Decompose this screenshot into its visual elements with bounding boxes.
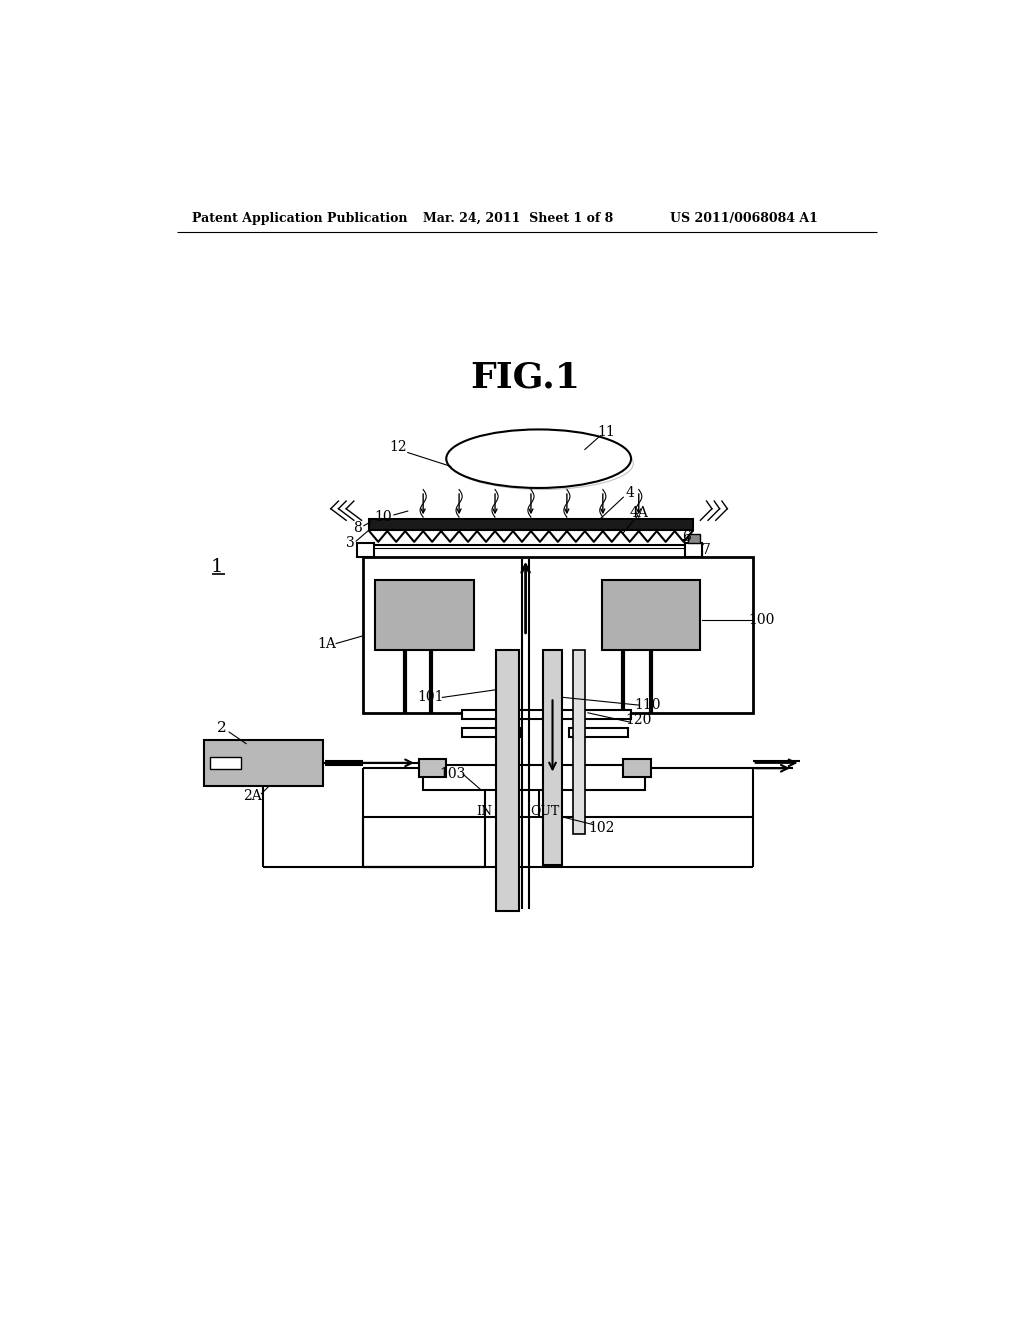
Text: IN: IN [477, 805, 493, 818]
Text: Mar. 24, 2011  Sheet 1 of 8: Mar. 24, 2011 Sheet 1 of 8 [423, 213, 613, 224]
Bar [423, 766, 645, 789]
Text: 10: 10 [375, 511, 392, 524]
Bar [364, 557, 753, 713]
Ellipse shape [446, 429, 631, 488]
Bar [572, 649, 585, 834]
Text: 2: 2 [216, 721, 226, 735]
Text: 12: 12 [390, 440, 408, 454]
Bar [624, 759, 651, 777]
Text: US 2011/0068084 A1: US 2011/0068084 A1 [670, 213, 817, 224]
Bar [357, 544, 374, 557]
Text: FIG.1: FIG.1 [470, 360, 580, 395]
Text: 3: 3 [346, 536, 354, 550]
Bar [462, 710, 631, 719]
Bar [544, 649, 562, 866]
Text: 1: 1 [211, 557, 223, 576]
Bar [685, 544, 701, 557]
Bar [569, 729, 628, 738]
Bar [370, 519, 692, 529]
Text: 4A: 4A [630, 506, 648, 520]
Text: 11: 11 [598, 425, 615, 438]
Bar [462, 729, 520, 738]
Text: OUT: OUT [530, 805, 559, 818]
Text: 8: 8 [353, 521, 362, 535]
Bar [419, 759, 446, 777]
Bar [602, 581, 700, 649]
Bar [688, 535, 700, 544]
Text: Patent Application Publication: Patent Application Publication [193, 213, 408, 224]
Text: 101: 101 [418, 690, 444, 705]
Text: 4: 4 [625, 486, 634, 500]
Text: 103: 103 [439, 767, 466, 781]
Text: 102: 102 [589, 821, 615, 836]
Text: 7: 7 [702, 543, 711, 557]
Text: 1A: 1A [317, 636, 336, 651]
Bar [376, 581, 474, 649]
Text: 100: 100 [749, 614, 775, 627]
Bar [210, 756, 241, 770]
Bar [497, 649, 519, 911]
Text: 6: 6 [682, 531, 691, 544]
Text: 110: 110 [635, 698, 662, 711]
Text: 2A: 2A [243, 789, 261, 803]
Text: 120: 120 [626, 714, 652, 727]
Bar [204, 739, 323, 785]
